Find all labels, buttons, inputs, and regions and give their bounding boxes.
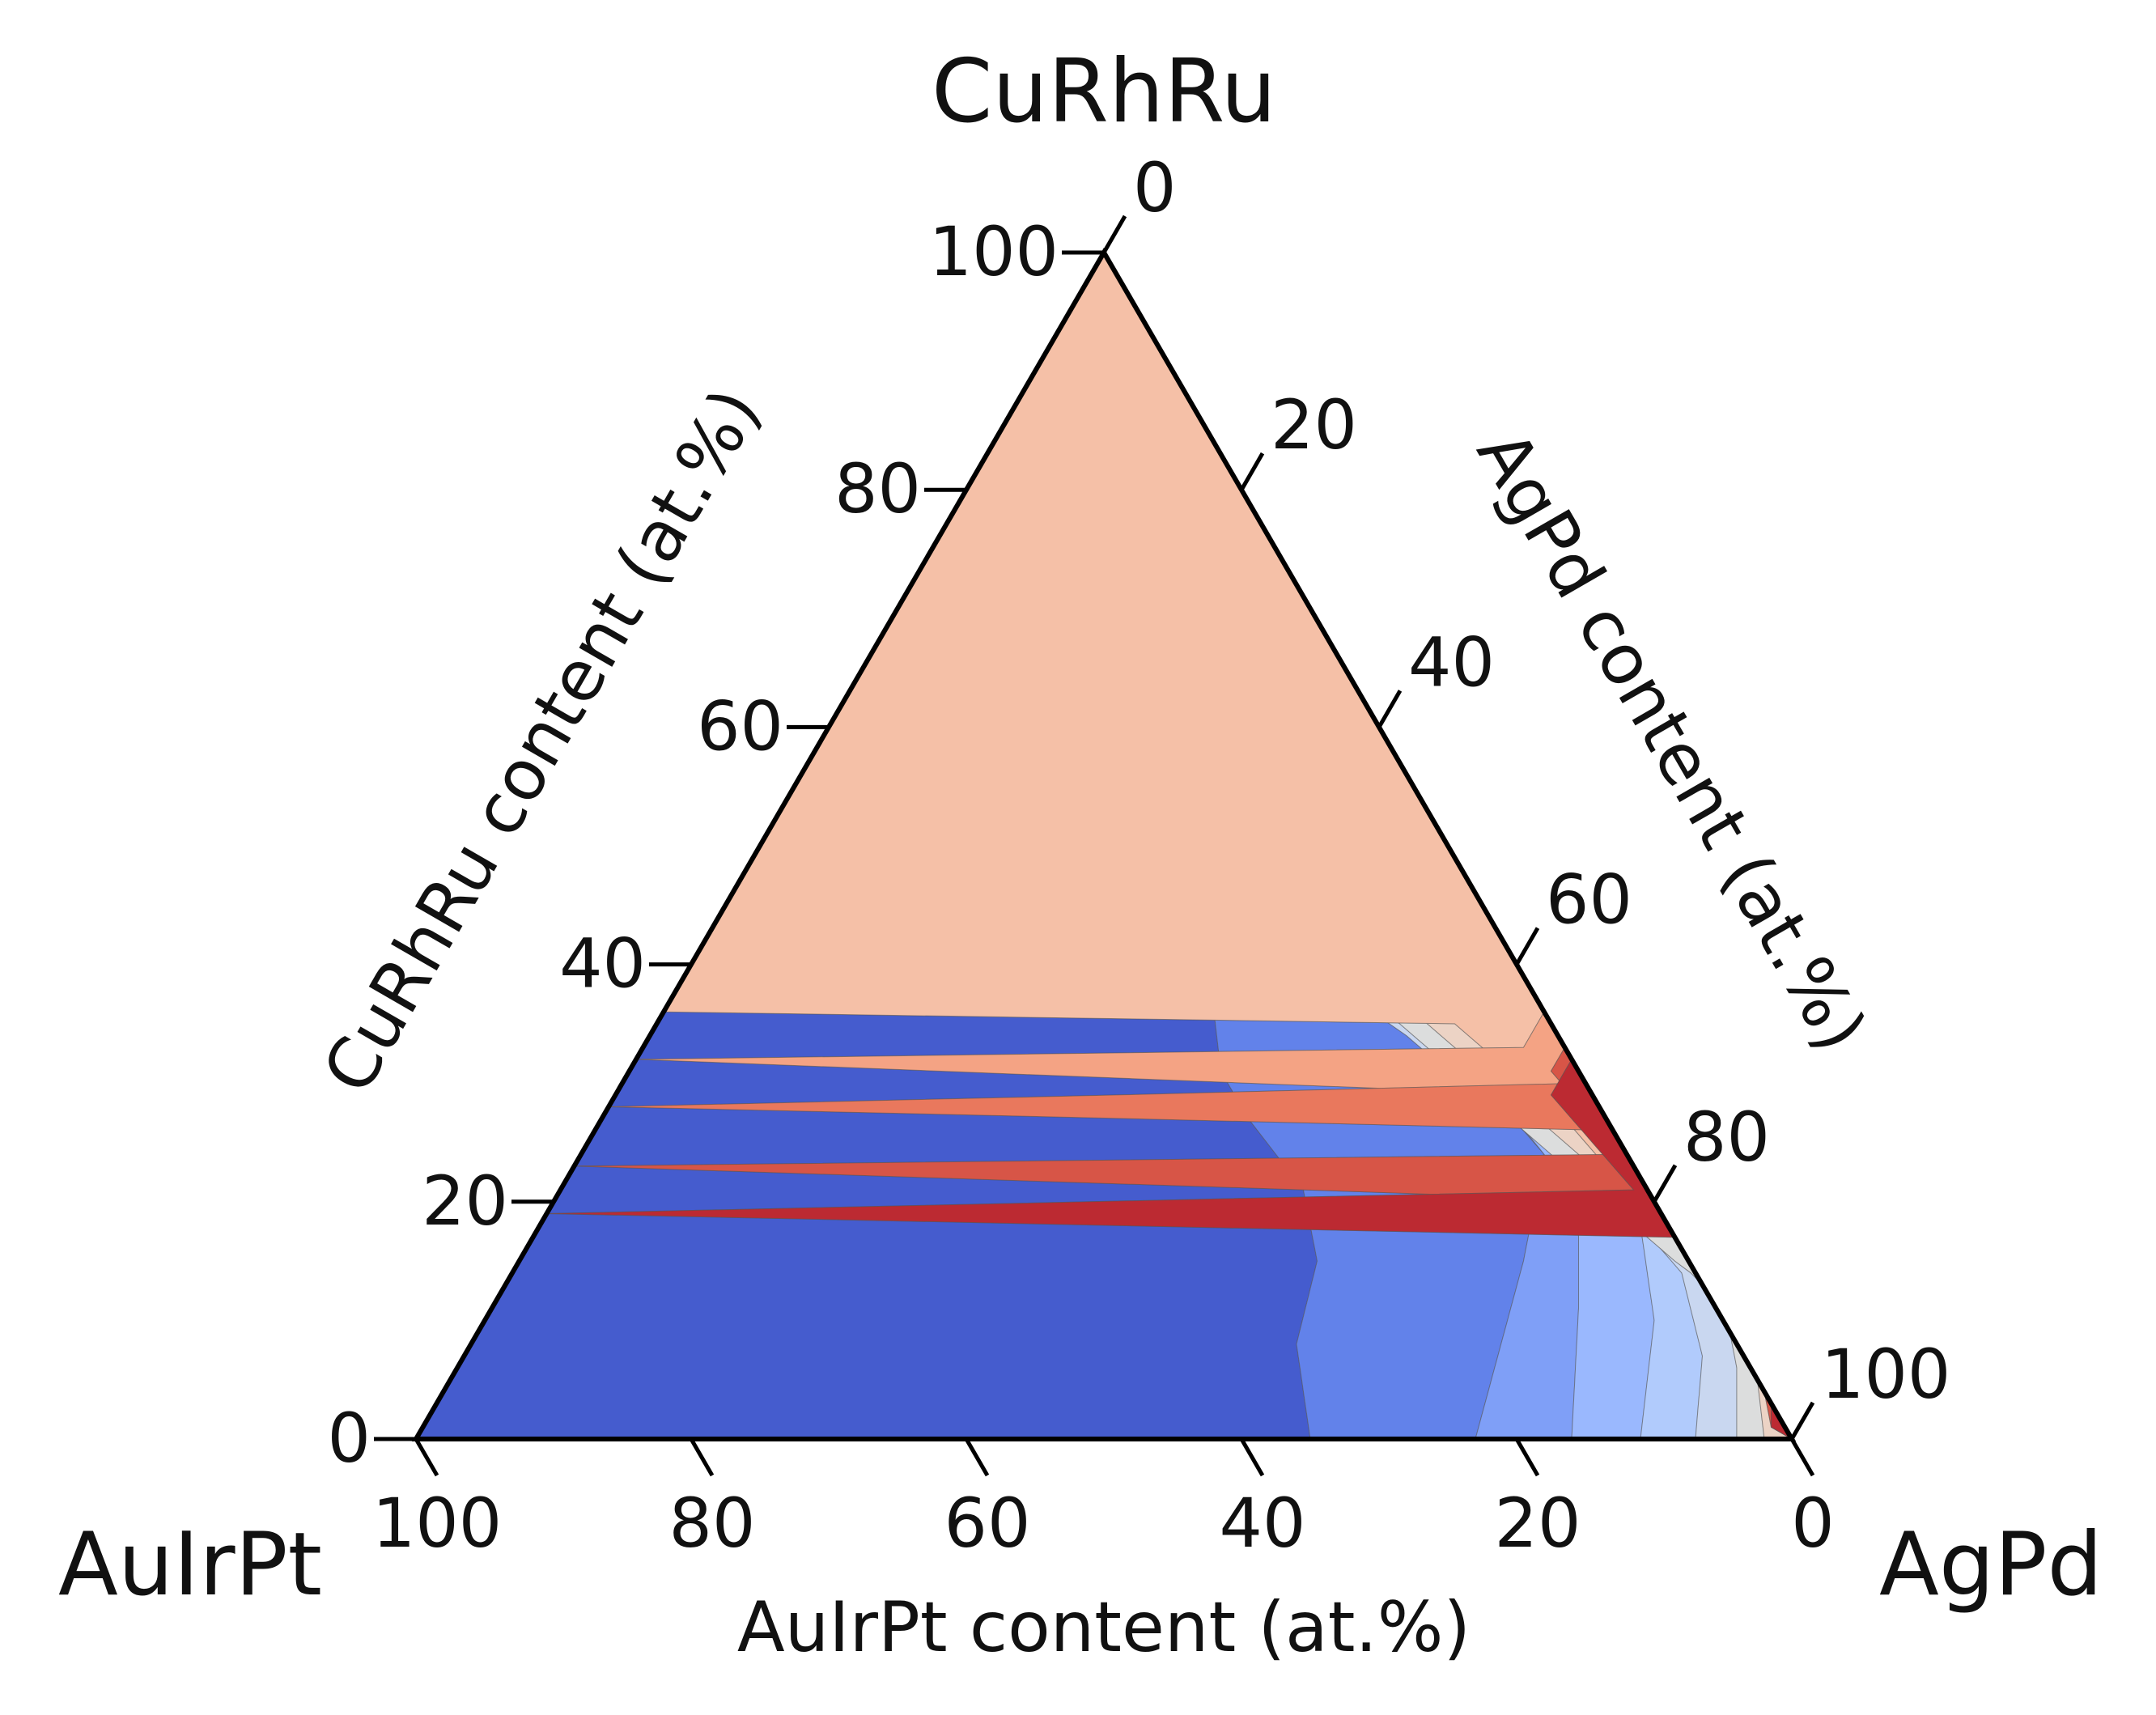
right-tick-label-80: 80 <box>1683 1097 1770 1177</box>
bottom-tick-label-80: 80 <box>669 1484 756 1563</box>
right-tick-100 <box>1789 1401 1815 1441</box>
axis-title-right: AgPd content (at.%) <box>1461 417 1882 1064</box>
right-tick-label-40: 40 <box>1408 622 1495 702</box>
bottom-tick-20 <box>1514 1437 1540 1477</box>
right-tick-60 <box>1514 927 1540 966</box>
bottom-tick-60 <box>964 1437 990 1477</box>
right-tick-80 <box>1652 1164 1678 1203</box>
bottom-tick-label-60: 60 <box>944 1484 1031 1563</box>
vertex-label-left: AuIrPt <box>58 1514 322 1615</box>
ternary-frame <box>411 248 1797 1441</box>
left-tick-label-100: 100 <box>929 212 1059 291</box>
right-tick-40 <box>1377 690 1403 728</box>
vertex-label-right: AgPd <box>1879 1514 2103 1615</box>
bottom-tick-40 <box>1239 1437 1265 1477</box>
left-tick-label-20: 20 <box>422 1161 508 1241</box>
bottom-tick-label-100: 100 <box>372 1484 502 1563</box>
right-tick-20 <box>1239 452 1265 491</box>
bottom-tick-label-20: 20 <box>1495 1484 1581 1563</box>
left-tick-label-40: 40 <box>559 924 646 1004</box>
left-tick-label-80: 80 <box>834 449 921 529</box>
bottom-tick-100 <box>414 1437 439 1477</box>
right-tick-label-60: 60 <box>1546 860 1632 940</box>
contour-bands <box>415 252 1793 1441</box>
bottom-tick-label-0: 0 <box>1791 1484 1834 1563</box>
bottom-tick-0 <box>1789 1437 1815 1477</box>
bottom-tick-label-40: 40 <box>1220 1484 1306 1563</box>
left-tick-label-60: 60 <box>697 686 783 766</box>
right-tick-label-0: 0 <box>1133 148 1176 227</box>
vertex-label-top: CuRhRu <box>932 41 1276 142</box>
right-tick-label-100: 100 <box>1821 1335 1950 1414</box>
left-tick-label-0: 0 <box>328 1399 371 1478</box>
bottom-tick-80 <box>689 1437 715 1477</box>
axis-title-bottom: AuIrPt content (at.%) <box>737 1587 1471 1668</box>
right-tick-0 <box>1101 214 1127 254</box>
right-tick-label-20: 20 <box>1271 385 1357 465</box>
